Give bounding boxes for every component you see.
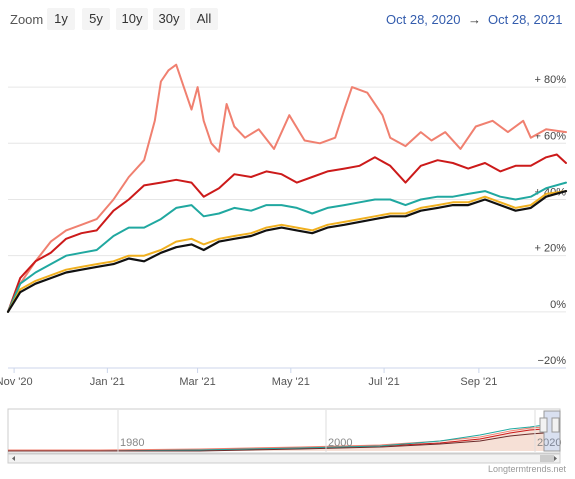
x-axis-ticks: Nov '20 Jan '21 Mar '21 May '21 Jul '21 Sep '… [0,368,497,388]
x-tick-label: Sep '21 [460,376,497,388]
zoom-10y-button[interactable]: 10y [116,8,148,30]
scroll-right-arrow-icon[interactable] [554,456,557,461]
zoom-30y-button[interactable]: 30y [153,8,185,30]
credit-text[interactable]: Longtermtrends.net [488,464,567,474]
series-line-2 [7,181,567,313]
navigator-scrollbar-thumb[interactable] [540,455,554,462]
zoom-label: Zoom [10,12,44,27]
series-line-4 [6,190,568,313]
navigator-year-2020: 2020 [537,437,561,449]
scroll-left-arrow-icon[interactable] [12,456,15,461]
navigator-line-dark [8,432,545,452]
y-tick-label: + 60% [535,130,567,142]
x-tick-label: Nov '20 [0,376,33,388]
navigator-year-1980: 1980 [120,437,144,449]
range-selector-toolbar: Zoom 1y 5y 10y 30y All Oct 28, 2020 → Oc… [0,0,575,40]
series-line-1 [7,153,567,313]
zoom-1y-button[interactable]: 1y [47,8,75,30]
zoom-5y-button[interactable]: 5y [82,8,110,30]
navigator-year-2000: 2000 [328,437,352,449]
grid-lines [8,86,566,369]
series-lines [6,63,568,313]
range-from-date[interactable]: Oct 28, 2020 [386,12,461,27]
navigator-right-handle[interactable] [551,417,560,433]
y-tick-label: + 80% [535,74,567,86]
range-to-date[interactable]: Oct 28, 2021 [488,12,563,27]
y-axis-ticks: −20%0%+ 20%+ 40%+ 60%+ 80% [535,74,567,367]
navigator-left-handle[interactable] [539,417,548,433]
navigator[interactable]: 1980 2000 2020 [7,408,561,464]
x-tick-label: May '21 [272,376,310,388]
navigator-scrollbar[interactable] [7,453,561,464]
y-tick-label: + 20% [535,243,567,255]
x-tick-label: Jul '21 [368,376,399,388]
x-tick-label: Jan '21 [90,376,125,388]
series-line-3 [7,190,567,313]
y-tick-label: −20% [538,355,567,367]
x-tick-label: Mar '21 [179,376,215,388]
range-arrow: → [468,12,481,27]
zoom-all-button[interactable]: All [190,8,218,30]
y-tick-label: 0% [550,299,566,311]
series-line-0 [7,63,567,313]
